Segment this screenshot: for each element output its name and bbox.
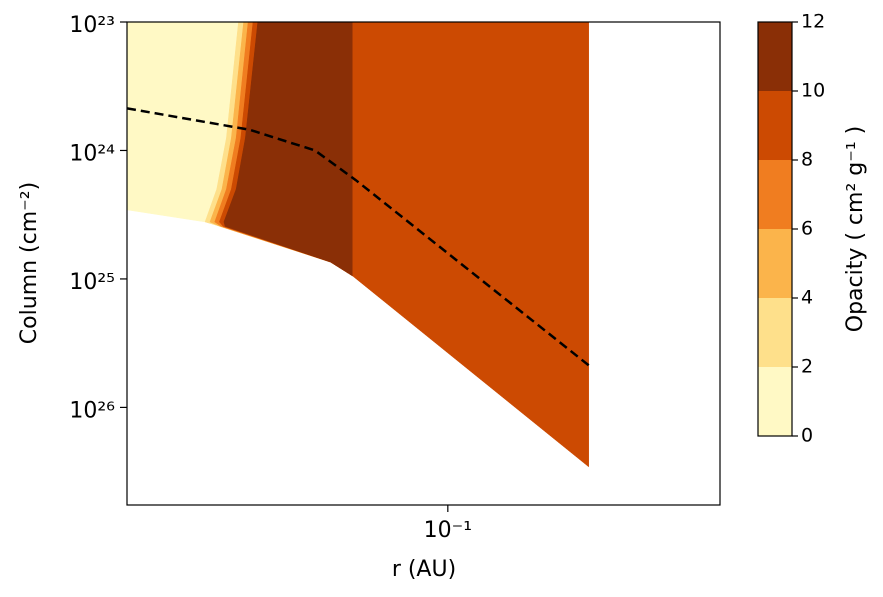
plot-frame [126, 21, 721, 506]
y-tick-label: 10²⁵ [69, 270, 115, 295]
colorbar-tick-label: 4 [801, 287, 813, 309]
colorbar-tick-label: 0 [801, 425, 813, 447]
y-tick-label: 10²³ [69, 13, 115, 38]
y-tick-label: 10²⁶ [69, 398, 115, 423]
colorbar-tick-label: 8 [801, 149, 813, 171]
colorbar-segment [758, 160, 792, 229]
x-tick-label: 10⁻¹ [424, 518, 472, 543]
x-axis-label: r (AU) [392, 557, 456, 582]
colorbar-segment [758, 22, 792, 91]
colorbar-segment [758, 367, 792, 436]
colorbar-segment [758, 298, 792, 367]
y-tick-label: 10²⁴ [69, 141, 115, 166]
colorbar-segment [758, 91, 792, 160]
colorbar-segment [758, 229, 792, 298]
colorbar-tick-label: 2 [801, 356, 813, 378]
plot-area [127, 22, 590, 468]
colorbar-tick-label: 6 [801, 218, 813, 240]
colorbar-tick-label: 10 [801, 80, 825, 102]
colorbar-label: Opacity ( cm² g⁻¹ ) [843, 126, 868, 333]
y-axis-label: Column (cm⁻²) [17, 182, 42, 344]
colorbar-tick-label: 12 [801, 11, 825, 33]
contour-region [352, 22, 589, 468]
dashed-line [127, 107, 590, 367]
